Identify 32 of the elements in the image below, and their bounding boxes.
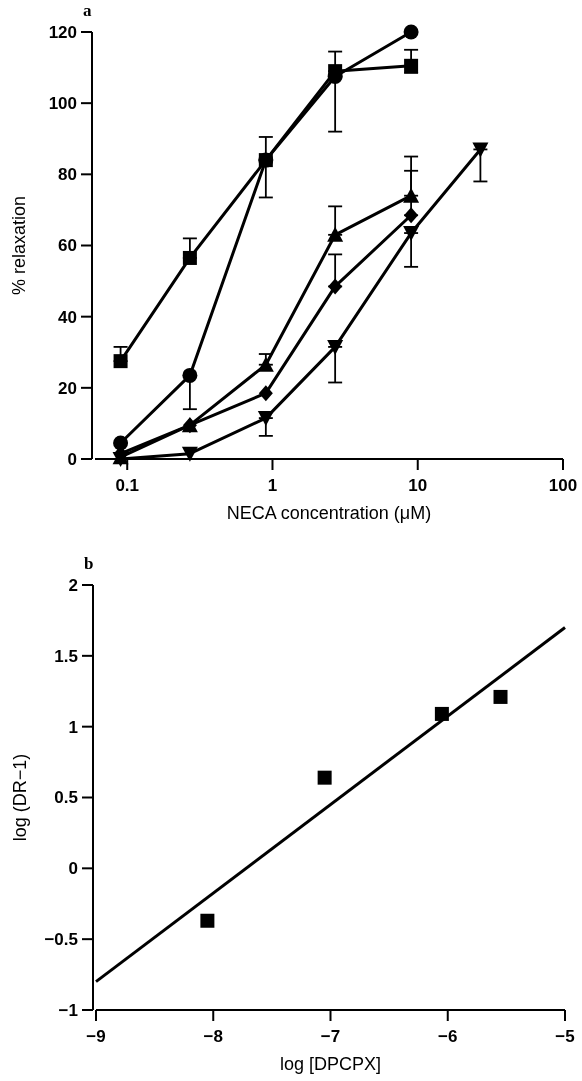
y-axis-title: log (DR−1) (10, 753, 30, 842)
x-axis-title: NECA concentration (μM) (226, 503, 432, 523)
x-tick-label: 0.1 (115, 476, 140, 495)
x-tick-label: −7 (320, 1027, 341, 1046)
y-tick-label: −0.5 (44, 930, 78, 950)
y-tick-label: 20 (58, 378, 77, 398)
y-tick-label: 120 (48, 22, 77, 42)
y-tick-label: 40 (58, 307, 77, 327)
y-tick-label: 0 (68, 859, 78, 879)
y-tick-label: 80 (58, 165, 77, 185)
y-tick-label: 100 (48, 94, 77, 114)
y-tick-label: 0 (67, 449, 77, 469)
x-tick-label: 100 (548, 476, 578, 495)
x-tick-label: 1 (267, 476, 278, 495)
chart-title: a (83, 1, 92, 20)
y-tick-label: −1 (58, 1000, 78, 1020)
y-axis-title: % relaxation (9, 195, 29, 296)
x-tick-label: −9 (86, 1027, 106, 1046)
x-tick-label: −6 (438, 1027, 458, 1046)
x-tick-label: 10 (408, 476, 428, 495)
x-axis-title: log [DPCPX] (279, 1054, 382, 1074)
y-tick-label: 1 (68, 717, 78, 737)
chart-title: b (84, 554, 94, 573)
point (200, 913, 215, 928)
x-tick-label: −5 (555, 1027, 575, 1046)
x-tick-label: −8 (203, 1027, 223, 1046)
y-tick-label: 2 (68, 575, 78, 595)
y-tick-label: 0.5 (54, 788, 78, 808)
y-tick-label: 1.5 (54, 646, 78, 666)
point (317, 770, 332, 785)
y-tick-label: 60 (58, 236, 77, 256)
point (493, 689, 508, 704)
